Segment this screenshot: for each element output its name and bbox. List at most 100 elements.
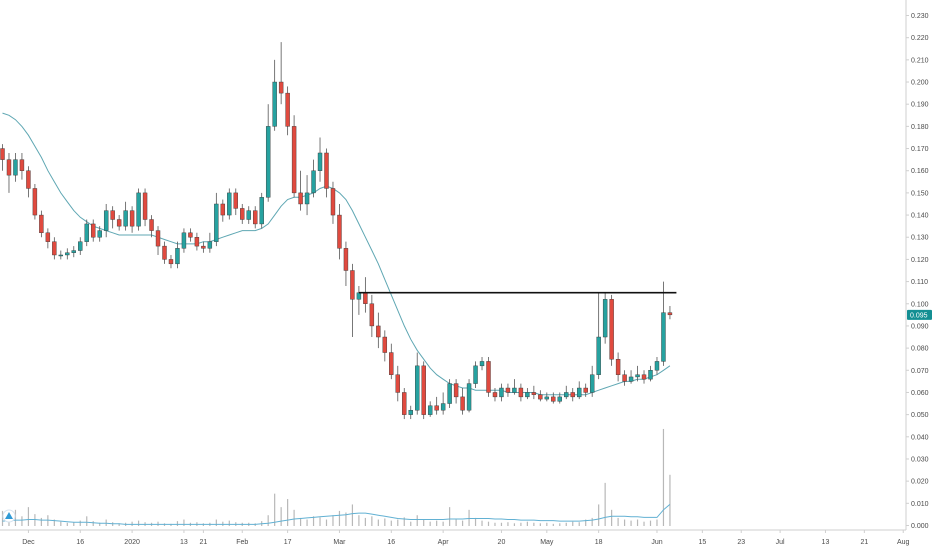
candle-up[interactable] — [408, 405, 413, 420]
candle-up[interactable] — [265, 104, 271, 202]
candle-up[interactable] — [58, 250, 64, 260]
candle-down[interactable] — [110, 206, 115, 229]
candle-up[interactable] — [525, 388, 530, 400]
candle-down[interactable] — [615, 352, 621, 382]
candle-up[interactable] — [602, 292, 608, 344]
candle-down[interactable] — [129, 206, 135, 233]
candle-down[interactable] — [622, 370, 627, 386]
candle-down[interactable] — [52, 237, 57, 260]
candle-up[interactable] — [466, 379, 472, 413]
candle-up[interactable] — [473, 361, 478, 389]
candle-down[interactable] — [434, 396, 439, 415]
candle-down[interactable] — [551, 392, 556, 404]
candle-up[interactable] — [427, 401, 433, 417]
candle-up[interactable] — [71, 246, 76, 258]
candle-down[interactable] — [39, 210, 44, 238]
tradingview-logo[interactable] — [2, 509, 16, 523]
candle-up[interactable] — [13, 152, 18, 182]
time-axis[interactable]: Dec 16 2020 13 21 Feb 17 Mar 16 Apr 20 May 18 Jun 15 23… — [22, 530, 910, 546]
candle-down[interactable] — [91, 219, 96, 242]
candle-down[interactable] — [45, 228, 51, 249]
candle-down[interactable] — [538, 390, 543, 402]
candle-down[interactable] — [492, 388, 498, 402]
candle-up[interactable] — [65, 248, 70, 260]
candle-up[interactable] — [103, 203, 109, 238]
candle-up[interactable] — [577, 381, 582, 400]
candle-up[interactable] — [214, 192, 219, 247]
candle-down[interactable] — [505, 383, 511, 397]
candle-down[interactable] — [149, 215, 154, 238]
candle-down[interactable] — [453, 379, 459, 404]
candle-down[interactable] — [376, 312, 381, 349]
candle-up[interactable] — [544, 392, 550, 402]
candle-down[interactable] — [382, 330, 388, 362]
candle-up[interactable] — [123, 201, 128, 231]
price-axis[interactable]: 0.000 0.010 0.020 0.030 0.040 0.050 0.060 0.070… — [906, 13, 929, 530]
candle-down[interactable] — [350, 263, 355, 338]
candle-up[interactable] — [246, 206, 251, 224]
candle-down[interactable] — [253, 206, 258, 229]
candle-up[interactable] — [84, 219, 89, 247]
candle-up[interactable] — [596, 292, 601, 380]
candle-down[interactable] — [402, 388, 407, 420]
candle-up[interactable] — [415, 352, 420, 415]
candle-up[interactable] — [447, 379, 452, 408]
candle-up[interactable] — [564, 385, 569, 400]
candle-down[interactable] — [142, 188, 148, 227]
candle-down[interactable] — [570, 388, 575, 402]
candle-up[interactable] — [181, 228, 187, 253]
candle-up[interactable] — [635, 365, 640, 382]
candle-down[interactable] — [460, 388, 465, 415]
candle-down[interactable] — [201, 241, 206, 253]
candle-up[interactable] — [311, 159, 316, 198]
candle-down[interactable] — [369, 294, 375, 338]
candle-up[interactable] — [317, 137, 323, 182]
candle-up[interactable] — [78, 237, 83, 255]
candle-down[interactable] — [298, 170, 303, 211]
candle-down[interactable] — [421, 361, 426, 420]
candle-down[interactable] — [609, 294, 614, 366]
candle-down[interactable] — [220, 199, 226, 222]
candle-up[interactable] — [272, 59, 277, 131]
candle-down[interactable] — [518, 383, 524, 402]
candle-down[interactable] — [0, 144, 5, 171]
candle-down[interactable] — [6, 152, 12, 193]
candle-up[interactable] — [661, 281, 666, 366]
candle-down[interactable] — [168, 254, 174, 269]
candle-up[interactable] — [97, 226, 102, 242]
candle-down[interactable] — [389, 343, 394, 380]
candle-up[interactable] — [654, 356, 660, 375]
candle-down[interactable] — [32, 184, 38, 220]
candle-down[interactable] — [641, 370, 647, 384]
candle-down[interactable] — [583, 383, 588, 397]
candle-down[interactable] — [291, 115, 297, 198]
candle-down[interactable] — [240, 203, 245, 224]
candle-down[interactable] — [19, 152, 25, 180]
candle-down[interactable] — [363, 277, 368, 313]
candle-up[interactable] — [589, 365, 595, 397]
candle-down[interactable] — [330, 181, 336, 224]
candle-down[interactable] — [486, 356, 491, 397]
candle-up[interactable] — [136, 188, 141, 231]
candle-up[interactable] — [259, 192, 264, 229]
candle-down[interactable] — [278, 42, 284, 105]
candle-up[interactable] — [648, 365, 653, 382]
candle-up[interactable] — [479, 356, 485, 371]
candle-down[interactable] — [116, 215, 122, 231]
candle-down[interactable] — [162, 241, 167, 264]
candle-down[interactable] — [343, 241, 349, 287]
candle-up[interactable] — [207, 232, 213, 253]
candle-up[interactable] — [175, 241, 180, 269]
candle-up[interactable] — [628, 370, 634, 384]
candle-up[interactable] — [227, 188, 232, 220]
candle-down[interactable] — [194, 232, 200, 251]
candle-down[interactable] — [285, 86, 290, 136]
candle-down[interactable] — [324, 148, 329, 198]
candle-down[interactable] — [531, 385, 537, 400]
candle-down[interactable] — [26, 166, 31, 198]
candle-up[interactable] — [512, 379, 517, 395]
candle-up[interactable] — [557, 392, 562, 404]
candle-up[interactable] — [440, 392, 446, 415]
candle-up[interactable] — [356, 286, 362, 315]
